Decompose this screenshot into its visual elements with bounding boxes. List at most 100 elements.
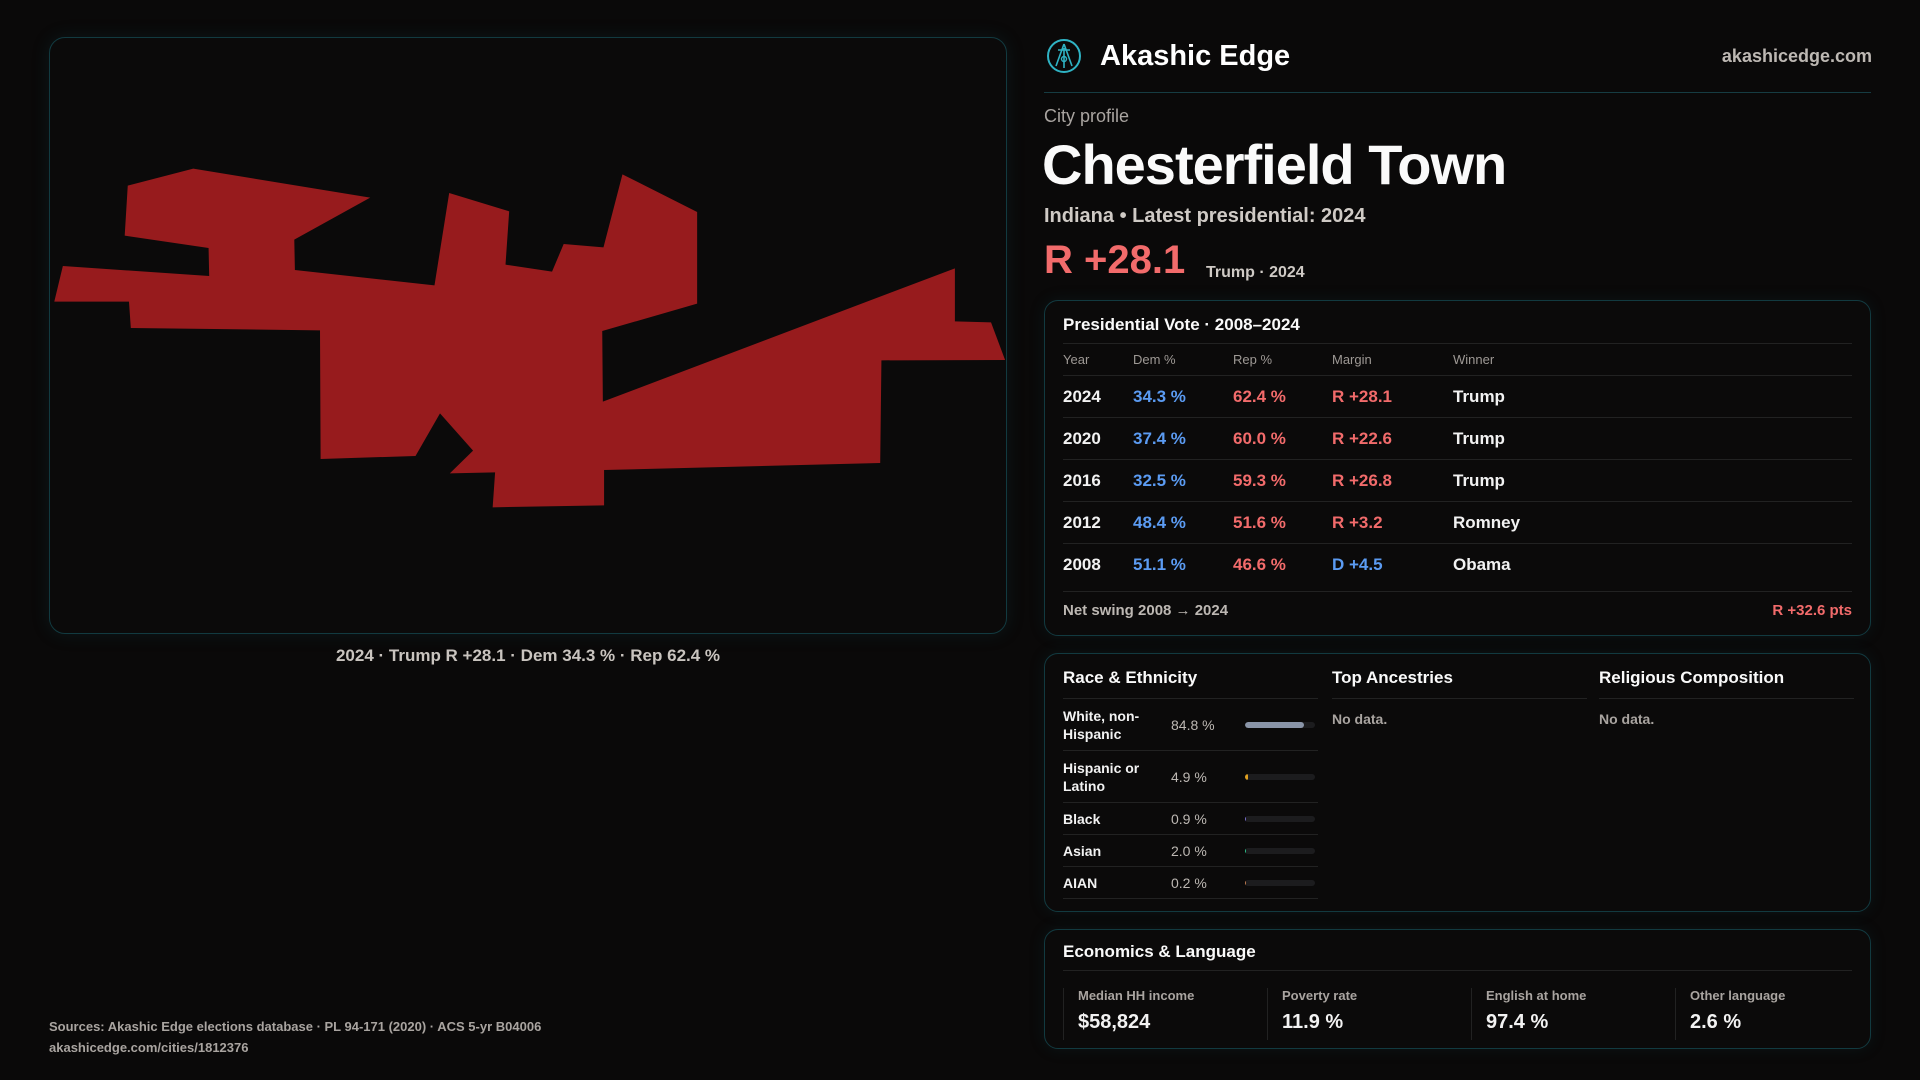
race-bar-fill — [1245, 721, 1305, 728]
winner: Trump — [1453, 428, 1505, 448]
map-caption: 2024 · Trump R +28.1 · Dem 34.3 % · Rep … — [335, 646, 721, 665]
sources-note: Sources: Akashic Edge elections database… — [49, 1016, 541, 1058]
race-bar-fill — [1245, 847, 1247, 854]
presidential-vote-card: Presidential Vote · 2008–2024 Year Dem %… — [1044, 300, 1871, 636]
race-row: Hispanic or Latino 4.9 % — [1063, 751, 1318, 803]
divider — [1063, 970, 1852, 971]
winner: Trump — [1453, 470, 1505, 490]
religion-title: Religious Composition — [1599, 668, 1854, 699]
page-subtitle: Indiana • Latest presidential: 2024 — [1044, 205, 1366, 227]
economics-card: Economics & Language Median HH income $5… — [1044, 929, 1871, 1049]
race-label: AIAN — [1063, 874, 1098, 891]
winner: Trump — [1453, 386, 1505, 406]
latest-margin-detail: Trump · 2024 — [1206, 264, 1305, 281]
table-row: 2016 32.5 % 59.3 % R +26.8 Trump — [1063, 459, 1852, 501]
winner: Romney — [1453, 512, 1521, 532]
table-row: 2020 37.4 % 60.0 % R +22.6 Trump — [1063, 417, 1852, 459]
ancestries-section: Top Ancestries No data. — [1332, 668, 1587, 727]
race-bar — [1245, 721, 1315, 728]
city-boundary-shape — [54, 168, 1006, 508]
table-row: 2012 48.4 % 51.6 % R +3.2 Romney — [1063, 501, 1852, 543]
brand-name: Akashic Edge — [1100, 39, 1291, 72]
race-pct: 84.8 % — [1171, 716, 1215, 733]
race-bar-fill — [1245, 879, 1247, 886]
year: 2008 — [1063, 554, 1101, 574]
econ-stat: Poverty rate 11.9 % — [1267, 988, 1357, 1040]
dem-pct: 32.5 % — [1133, 470, 1186, 490]
margin: R +28.1 — [1332, 386, 1393, 406]
margin: R +3.2 — [1332, 512, 1383, 532]
race-bar-fill — [1245, 773, 1249, 780]
table-header: Year Dem % Rep % Margin Winner — [1063, 343, 1852, 375]
sources-text: Sources: Akashic Edge elections database… — [49, 1019, 542, 1034]
stat-label: Other language — [1690, 988, 1786, 1003]
race-pct: 2.0 % — [1171, 842, 1207, 859]
net-swing-label: Net swing 2008 → 2024 — [1063, 602, 1229, 619]
demographics-card: Race & Ethnicity White, non-Hispanic 84.… — [1044, 653, 1871, 912]
dem-pct: 37.4 % — [1133, 428, 1186, 448]
table-row: 2024 34.3 % 62.4 % R +28.1 Trump — [1063, 375, 1852, 417]
econ-stat: Median HH income $58,824 — [1063, 988, 1194, 1040]
race-row: Asian 2.0 % — [1063, 835, 1318, 867]
net-swing: Net swing 2008 → 2024 R +32.6 pts — [1063, 591, 1852, 619]
rep-pct: 59.3 % — [1233, 470, 1286, 490]
year: 2020 — [1063, 428, 1101, 448]
col-dem: Dem % — [1133, 352, 1176, 367]
econ-title: Economics & Language — [1063, 942, 1256, 961]
ancestries-title: Top Ancestries — [1332, 668, 1587, 699]
econ-stat: English at home 97.4 % — [1471, 988, 1586, 1040]
race-label: Asian — [1063, 842, 1102, 859]
race-row: Black 0.9 % — [1063, 803, 1318, 835]
rep-pct: 46.6 % — [1233, 554, 1286, 574]
race-bar — [1245, 815, 1315, 822]
year: 2012 — [1063, 512, 1101, 532]
race-bar — [1245, 773, 1315, 780]
margin: R +22.6 — [1332, 428, 1393, 448]
col-winner: Winner — [1453, 352, 1495, 367]
race-pct: 0.9 % — [1171, 810, 1207, 827]
race-bar — [1245, 847, 1315, 854]
stat-label: Poverty rate — [1282, 988, 1358, 1003]
stat-value: 2.6 % — [1690, 1011, 1742, 1033]
rep-pct: 51.6 % — [1233, 512, 1286, 532]
compass-seal-icon — [1047, 39, 1081, 73]
dem-pct: 51.1 % — [1133, 554, 1186, 574]
race-title: Race & Ethnicity — [1063, 668, 1318, 699]
ancestries-empty: No data. — [1332, 711, 1388, 727]
stat-value: $58,824 — [1078, 1011, 1151, 1033]
race-row: AIAN 0.2 % — [1063, 867, 1318, 899]
card-title: Presidential Vote · 2008–2024 — [1063, 315, 1300, 334]
header-divider — [1044, 92, 1871, 93]
margin: R +26.8 — [1332, 470, 1393, 490]
econ-stat: Other language 2.6 % — [1675, 988, 1785, 1040]
page-kicker: City profile — [1044, 106, 1130, 126]
religion-empty: No data. — [1599, 711, 1655, 727]
col-year: Year — [1063, 352, 1090, 367]
dem-pct: 34.3 % — [1133, 386, 1186, 406]
stat-value: 11.9 % — [1282, 1011, 1344, 1033]
brand[interactable]: Akashic Edge — [1046, 38, 1290, 74]
col-margin: Margin — [1332, 352, 1372, 367]
stat-label: Median HH income — [1078, 988, 1195, 1003]
city-map[interactable] — [49, 37, 1007, 634]
religion-section: Religious Composition No data. — [1599, 668, 1854, 727]
col-rep: Rep % — [1233, 352, 1273, 367]
year: 2024 — [1063, 386, 1101, 406]
rep-pct: 60.0 % — [1233, 428, 1286, 448]
race-label: White, non-Hispanic — [1063, 707, 1140, 742]
year: 2016 — [1063, 470, 1101, 490]
race-pct: 4.9 % — [1171, 768, 1207, 785]
table-row: 2008 51.1 % 46.6 % D +4.5 Obama — [1063, 543, 1852, 585]
source-url[interactable]: akashicedge.com/cities/1812376 — [49, 1040, 249, 1055]
latest-margin: R +28.1 — [1044, 238, 1186, 282]
site-link[interactable]: akashicedge.com — [1721, 46, 1872, 66]
page-title: Chesterfield Town — [1042, 133, 1507, 196]
dem-pct: 48.4 % — [1133, 512, 1186, 532]
race-label: Black — [1063, 810, 1101, 827]
rep-pct: 62.4 % — [1233, 386, 1286, 406]
net-swing-value: R +32.6 pts — [1772, 602, 1852, 619]
race-bar — [1245, 879, 1315, 886]
stat-label: English at home — [1486, 988, 1587, 1003]
race-bar-fill — [1245, 815, 1247, 822]
race-label: Hispanic or Latino — [1063, 759, 1140, 794]
